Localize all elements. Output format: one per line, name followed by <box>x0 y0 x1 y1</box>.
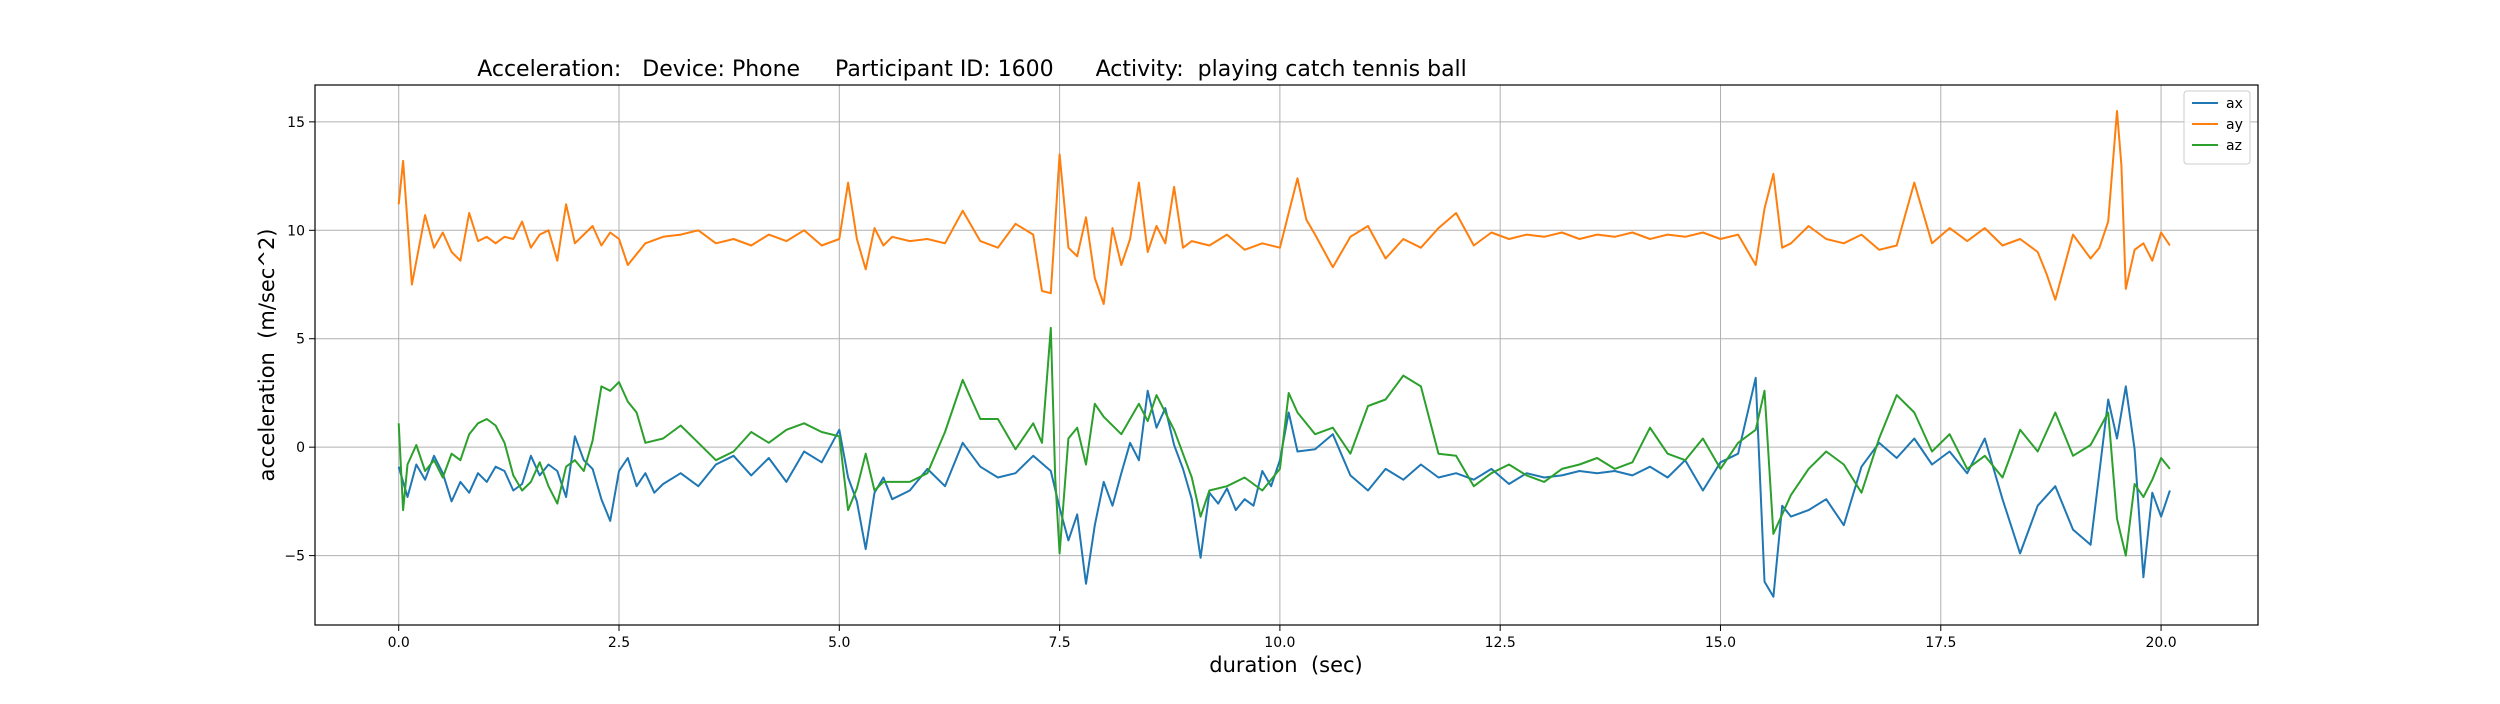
x-tick-label: 5.0 <box>828 635 850 651</box>
y-axis-label: acceleration (m/sec^2) <box>255 229 279 482</box>
legend-label-ax: ax <box>2226 96 2243 112</box>
legend-label-az: az <box>2226 138 2242 154</box>
axes-frame <box>314 84 2259 626</box>
x-tick-label: 0.0 <box>388 635 410 651</box>
legend: ax ay az <box>2183 90 2251 165</box>
y-tick-label: 0 <box>296 440 305 456</box>
chart-title: Acceleration: Device: Phone Participant … <box>477 57 1467 82</box>
y-tick-label: 15 <box>287 115 305 131</box>
y-tick-label: −5 <box>284 549 305 565</box>
x-axis-ticks: 0.0 2.5 5.0 7.5 10.0 12.5 15.0 17.5 20.0 <box>388 625 2177 651</box>
grid <box>315 85 2258 625</box>
x-tick-label: 20.0 <box>2145 635 2176 651</box>
x-tick-label: 10.0 <box>1264 635 1295 651</box>
series-line-ay <box>397 110 2171 305</box>
y-axis-ticks: −5 0 5 10 15 <box>284 115 315 565</box>
series-line-az <box>397 326 2171 557</box>
x-axis-label: duration (sec) <box>1209 653 1363 677</box>
x-tick-label: 2.5 <box>608 635 630 651</box>
y-tick-label: 5 <box>296 332 305 348</box>
x-tick-label: 15.0 <box>1705 635 1736 651</box>
y-tick-label: 10 <box>287 223 305 239</box>
series-lines <box>397 110 2171 598</box>
legend-label-ay: ay <box>2226 117 2243 133</box>
x-tick-label: 7.5 <box>1048 635 1070 651</box>
plot-area-border <box>314 84 2259 626</box>
x-tick-label: 12.5 <box>1485 635 1516 651</box>
series-line-ax <box>397 376 2171 598</box>
x-tick-label: 17.5 <box>1925 635 1956 651</box>
